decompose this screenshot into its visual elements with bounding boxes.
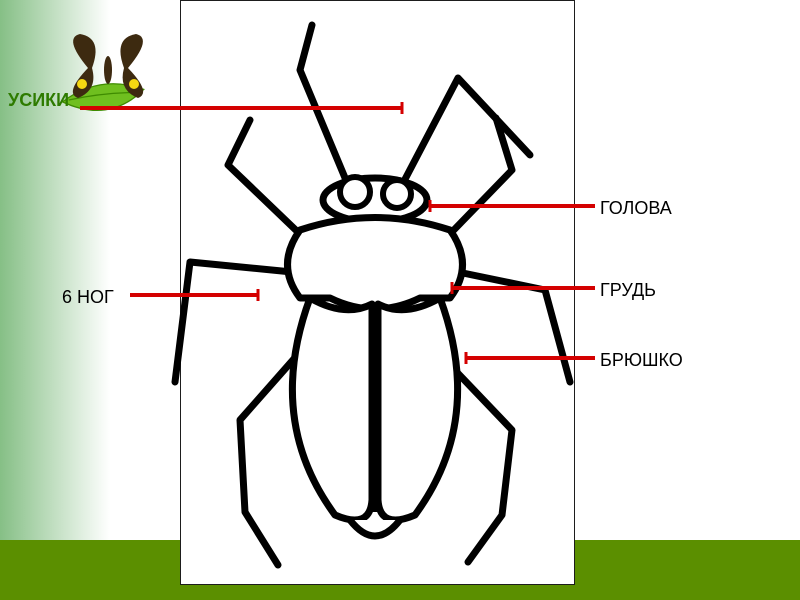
label-legs: 6 НОГ	[62, 287, 114, 308]
label-head: ГОЛОВА	[600, 198, 672, 219]
label-abdomen: БРЮШКО	[600, 350, 683, 371]
label-thorax: ГРУДЬ	[600, 280, 656, 301]
label-arrows	[0, 0, 800, 600]
diagram-stage: УСИКИ 6 НОГ ГОЛОВА ГРУДЬ БРЮШКО	[0, 0, 800, 600]
label-antennae: УСИКИ	[8, 90, 69, 111]
